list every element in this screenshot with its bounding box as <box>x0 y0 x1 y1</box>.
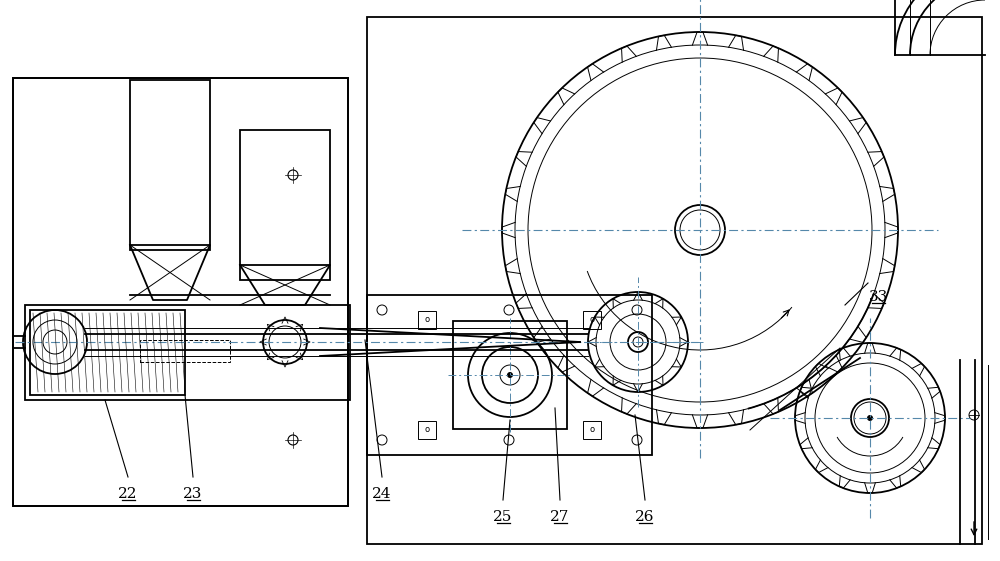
Circle shape <box>507 372 513 378</box>
Bar <box>453 321 567 429</box>
Text: o: o <box>589 425 595 435</box>
Bar <box>140 340 230 362</box>
Text: o: o <box>589 315 595 324</box>
Text: 25: 25 <box>493 510 513 524</box>
Bar <box>240 130 330 280</box>
Text: 27: 27 <box>550 510 570 524</box>
Text: 26: 26 <box>635 510 655 524</box>
Bar <box>367 17 982 544</box>
Bar <box>583 311 601 329</box>
Text: o: o <box>424 425 430 435</box>
Bar <box>367 295 652 455</box>
Text: 33: 33 <box>868 290 888 304</box>
Bar <box>130 80 210 250</box>
Text: 24: 24 <box>372 487 392 501</box>
Bar <box>30 310 185 395</box>
Bar <box>13 78 348 506</box>
Bar <box>13 78 348 506</box>
Text: 23: 23 <box>183 487 203 501</box>
Bar <box>25 305 350 400</box>
Circle shape <box>867 415 873 421</box>
Text: 22: 22 <box>118 487 138 501</box>
Bar <box>583 421 601 439</box>
Text: o: o <box>424 315 430 324</box>
Bar <box>418 421 436 439</box>
Bar <box>418 311 436 329</box>
